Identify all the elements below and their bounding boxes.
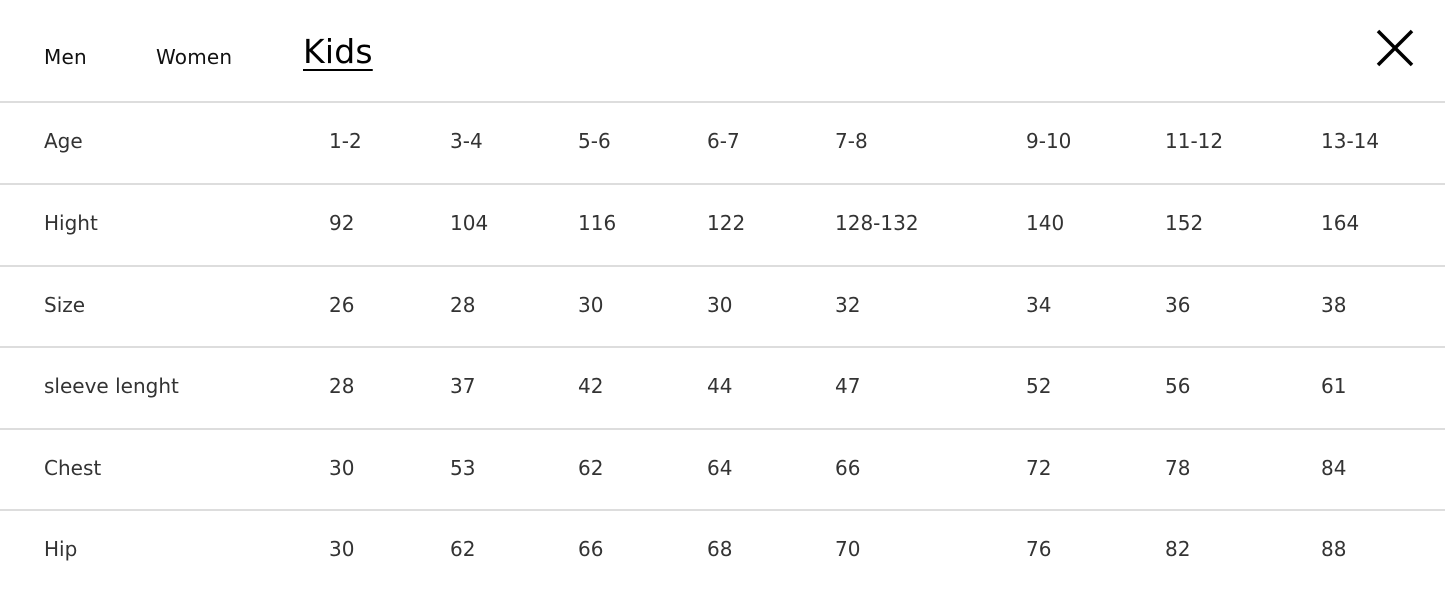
table-row: Age 1-2 3-4 5-6 6-7 7-8 9-10 11-12 13-14 [0, 101, 1445, 184]
close-icon [1376, 29, 1414, 67]
table-cell: 66 [835, 456, 861, 480]
table-cell: 62 [578, 456, 604, 480]
table-cell: 26 [329, 293, 355, 317]
table-cell: 104 [450, 211, 489, 235]
table-cell: 47 [835, 374, 861, 398]
table-cell: 30 [329, 456, 355, 480]
table-cell: 78 [1165, 456, 1191, 480]
table-cell: 70 [835, 537, 861, 561]
table-cell: 52 [1026, 374, 1052, 398]
table-cell: 88 [1321, 537, 1347, 561]
table-cell: 152 [1165, 211, 1204, 235]
table-cell: 30 [329, 537, 355, 561]
table-cell: 53 [450, 456, 476, 480]
table-cell: 44 [707, 374, 733, 398]
table-cell: 64 [707, 456, 733, 480]
table-cell: 122 [707, 211, 746, 235]
tab-kids[interactable]: Kids [303, 32, 373, 71]
table-cell: 66 [578, 537, 604, 561]
table-row: Size 26 28 30 30 32 34 36 38 [0, 265, 1445, 348]
row-label: Hip [44, 537, 78, 561]
tab-men[interactable]: Men [44, 45, 87, 69]
table-cell: 38 [1321, 293, 1347, 317]
table-cell: 34 [1026, 293, 1052, 317]
table-cell: 62 [450, 537, 476, 561]
table-cell: 76 [1026, 537, 1052, 561]
table-row: Chest 30 53 62 64 66 72 78 84 [0, 428, 1445, 511]
row-label: sleeve lenght [44, 374, 179, 398]
table-cell: 9-10 [1026, 129, 1072, 153]
table-cell: 72 [1026, 456, 1052, 480]
row-label: Age [44, 129, 83, 153]
table-cell: 84 [1321, 456, 1347, 480]
table-cell: 116 [578, 211, 617, 235]
table-cell: 3-4 [450, 129, 483, 153]
table-cell: 13-14 [1321, 129, 1380, 153]
row-label: Hight [44, 211, 98, 235]
row-label: Size [44, 293, 86, 317]
tab-women[interactable]: Women [156, 45, 233, 69]
table-cell: 164 [1321, 211, 1360, 235]
table-cell: 5-6 [578, 129, 611, 153]
table-cell: 28 [329, 374, 355, 398]
table-cell: 30 [578, 293, 604, 317]
table-cell: 28 [450, 293, 476, 317]
table-cell: 140 [1026, 211, 1065, 235]
table-cell: 37 [450, 374, 476, 398]
table-cell: 7-8 [835, 129, 868, 153]
table-cell: 6-7 [707, 129, 740, 153]
table-cell: 42 [578, 374, 604, 398]
table-cell: 36 [1165, 293, 1191, 317]
table-cell: 11-12 [1165, 129, 1224, 153]
table-row: sleeve lenght 28 37 42 44 47 52 56 61 [0, 346, 1445, 429]
table-row: Hip 30 62 66 68 70 76 82 88 [0, 509, 1445, 592]
table-row: Hight 92 104 116 122 128-132 140 152 164 [0, 183, 1445, 266]
table-cell: 32 [835, 293, 861, 317]
table-cell: 1-2 [329, 129, 362, 153]
row-label: Chest [44, 456, 102, 480]
table-cell: 68 [707, 537, 733, 561]
close-button[interactable] [1375, 28, 1415, 68]
table-cell: 56 [1165, 374, 1191, 398]
table-cell: 30 [707, 293, 733, 317]
table-cell: 82 [1165, 537, 1191, 561]
table-cell: 128-132 [835, 211, 919, 235]
table-cell: 61 [1321, 374, 1347, 398]
table-cell: 92 [329, 211, 355, 235]
